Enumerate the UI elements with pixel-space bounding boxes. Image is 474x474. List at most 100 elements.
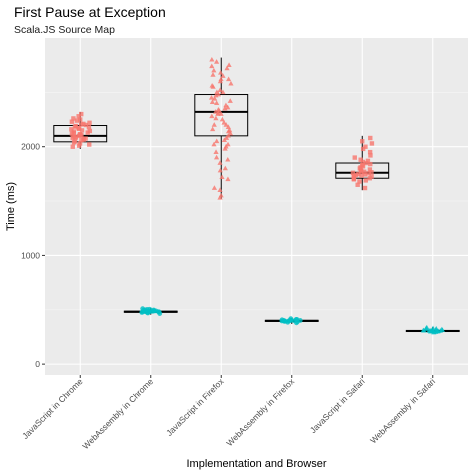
- data-point: [356, 171, 361, 177]
- data-point: [358, 157, 363, 162]
- data-point: [225, 76, 232, 82]
- data-point: [225, 156, 231, 162]
- data-point: [360, 146, 366, 152]
- data-point: [144, 307, 150, 312]
- data-point: [217, 87, 223, 92]
- data-point: [225, 128, 232, 134]
- data-point: [225, 141, 231, 147]
- data-point: [360, 162, 365, 168]
- data-point: [209, 113, 215, 119]
- y-tick-label: 2000: [21, 142, 40, 152]
- data-point: [76, 114, 81, 119]
- data-point: [74, 118, 80, 123]
- data-point: [222, 146, 228, 151]
- data-point: [69, 119, 75, 124]
- data-point: [83, 136, 88, 141]
- y-tick-label: 0: [35, 359, 40, 369]
- data-point: [219, 116, 225, 122]
- data-point: [214, 59, 220, 64]
- data-point: [211, 67, 217, 73]
- y-tick-label: 1000: [21, 250, 40, 260]
- data-point: [87, 128, 93, 134]
- data-point: [369, 174, 374, 179]
- data-point: [210, 72, 216, 77]
- data-point: [76, 143, 82, 148]
- data-point: [213, 149, 219, 154]
- data-point: [368, 135, 373, 141]
- data-point: [366, 171, 371, 176]
- data-point: [71, 130, 76, 136]
- data-point: [139, 309, 145, 315]
- data-point: [70, 144, 75, 149]
- chart-subtitle: Scala.JS Source Map: [14, 24, 115, 36]
- data-point: [226, 62, 232, 67]
- data-point: [424, 324, 430, 330]
- data-point: [367, 167, 373, 172]
- data-point: [209, 56, 215, 62]
- data-point: [87, 120, 92, 125]
- data-point: [210, 126, 216, 132]
- data-point: [79, 128, 85, 133]
- data-point: [69, 127, 74, 132]
- data-point: [439, 326, 445, 332]
- data-point: [224, 65, 230, 71]
- data-point: [209, 63, 215, 69]
- data-point: [211, 122, 217, 127]
- data-point: [211, 141, 217, 147]
- data-point: [367, 149, 373, 155]
- data-point: [358, 168, 364, 174]
- data-point: [211, 185, 218, 190]
- data-point: [219, 174, 225, 179]
- data-point: [76, 126, 82, 131]
- data-point: [218, 76, 224, 82]
- chart-title: First Pause at Exception: [14, 4, 166, 20]
- data-point: [209, 83, 215, 88]
- data-point: [217, 160, 223, 165]
- data-point: [213, 154, 220, 160]
- data-point: [140, 306, 146, 312]
- data-point: [363, 144, 368, 149]
- data-point: [360, 139, 365, 144]
- data-point: [213, 115, 219, 121]
- y-axis-title: Time (ms): [5, 182, 17, 231]
- x-tick-label: JavaScript in Safari: [308, 376, 367, 435]
- data-point: [350, 170, 356, 175]
- data-point: [221, 119, 227, 125]
- data-point: [78, 122, 84, 127]
- data-point: [420, 327, 426, 333]
- data-point: [208, 94, 215, 100]
- data-point: [214, 89, 220, 95]
- jitter-points-layer: [69, 56, 446, 335]
- data-point: [218, 111, 224, 116]
- x-tick-label: WebAssembly in Chrome: [80, 376, 155, 451]
- data-point: [369, 141, 375, 146]
- data-point: [151, 307, 157, 313]
- x-tick-label: WebAssembly in Firefox: [224, 376, 296, 448]
- data-point: [217, 187, 223, 192]
- data-point: [225, 104, 231, 110]
- data-point: [72, 124, 78, 129]
- data-point: [355, 182, 360, 187]
- data-point: [430, 328, 436, 334]
- data-point: [209, 99, 216, 104]
- data-point: [426, 328, 432, 333]
- x-tick-label: JavaScript in Firefox: [164, 376, 226, 438]
- data-point: [213, 92, 219, 98]
- data-point: [363, 178, 368, 183]
- data-point: [218, 192, 224, 198]
- data-point: [71, 134, 76, 139]
- data-point: [71, 116, 76, 121]
- data-point: [369, 170, 374, 175]
- data-point: [430, 325, 436, 331]
- x-axis-title: Implementation and Browser: [186, 458, 326, 470]
- plot-panel: [45, 38, 468, 375]
- data-point: [87, 142, 92, 147]
- data-point: [351, 176, 357, 181]
- data-point: [368, 153, 373, 158]
- data-point: [218, 69, 224, 75]
- data-point: [279, 317, 285, 323]
- data-point: [365, 158, 371, 164]
- data-point: [79, 111, 84, 117]
- data-point: [297, 318, 303, 323]
